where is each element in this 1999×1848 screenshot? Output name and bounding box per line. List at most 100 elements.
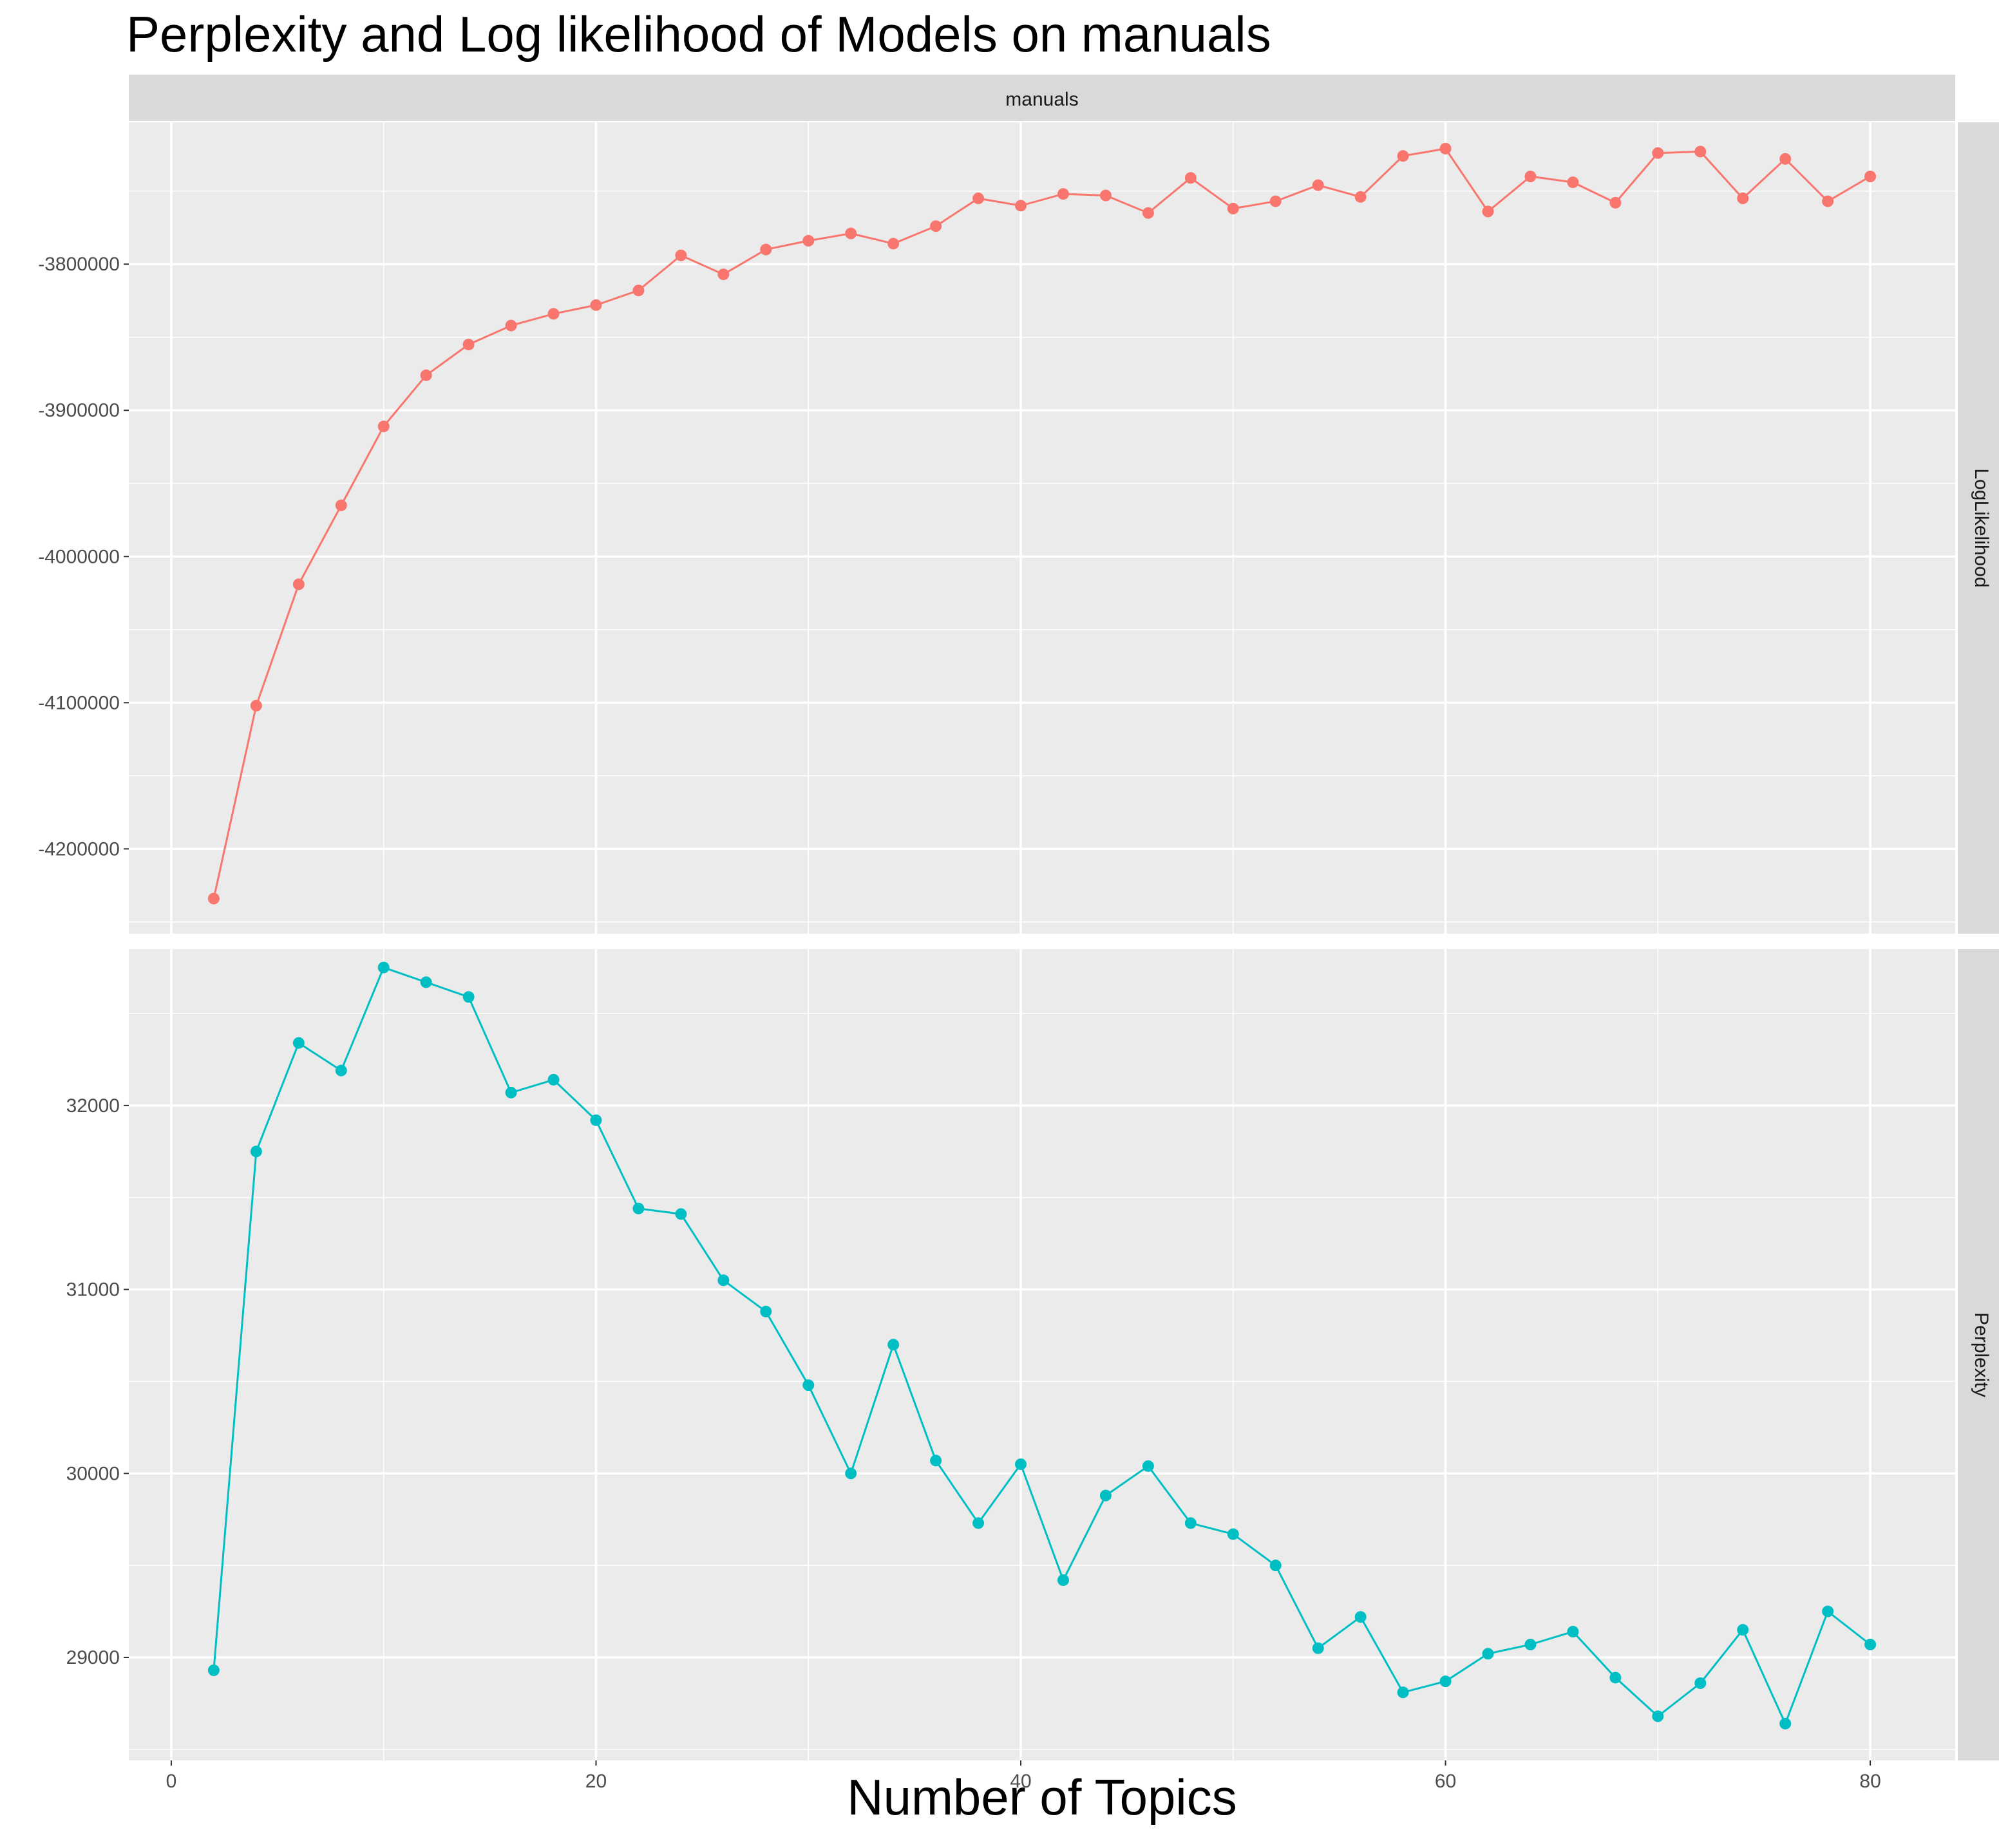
data-point xyxy=(377,961,390,974)
column-strip-label: manuals xyxy=(1005,89,1078,110)
row-strip-background xyxy=(1958,122,1999,934)
data-point xyxy=(845,227,857,240)
data-point xyxy=(1524,171,1537,182)
data-point xyxy=(250,699,262,712)
row-strip-label: Perplexity xyxy=(1971,1312,1992,1397)
data-point xyxy=(1609,1672,1622,1684)
data-point xyxy=(1652,147,1664,159)
data-point xyxy=(887,1339,900,1351)
panel-background xyxy=(129,949,1955,1760)
x-axis: 0 20 40 60 80 xyxy=(166,1760,1881,1792)
data-point xyxy=(1184,1517,1197,1529)
data-point xyxy=(887,238,900,250)
data-point xyxy=(1482,1648,1494,1660)
panel-loglikelihood: -4200000 -4100000 -4000000 -3900000 -3800000… xyxy=(38,122,1999,934)
data-point xyxy=(1227,1528,1239,1540)
y-tick-label: -4200000 xyxy=(38,838,120,860)
data-point xyxy=(1482,205,1494,218)
y-tick-label: 32000 xyxy=(66,1095,120,1117)
data-point xyxy=(1779,153,1792,165)
data-point xyxy=(1822,1605,1834,1617)
data-point xyxy=(420,976,432,988)
data-point xyxy=(1099,1489,1112,1502)
data-point xyxy=(462,339,475,351)
data-point xyxy=(1015,200,1027,212)
data-point xyxy=(632,285,645,297)
data-point xyxy=(802,1379,815,1391)
data-point xyxy=(930,1455,942,1467)
data-point xyxy=(1694,146,1707,158)
data-point xyxy=(1354,191,1367,203)
data-point xyxy=(335,1064,347,1077)
column-strip-background xyxy=(129,75,1955,121)
data-point xyxy=(930,220,942,232)
data-point xyxy=(1397,150,1409,162)
data-point xyxy=(292,578,305,590)
data-point xyxy=(717,1274,730,1287)
data-point xyxy=(1015,1458,1027,1470)
panel-perplexity: 29000 30000 31000 32000 Perplexity xyxy=(66,949,1999,1760)
data-point xyxy=(505,1086,517,1098)
data-point xyxy=(377,420,390,433)
x-tick-label: 20 xyxy=(585,1771,607,1792)
data-point xyxy=(972,193,985,205)
x-tick-label: 60 xyxy=(1435,1771,1456,1792)
data-point xyxy=(547,1073,560,1086)
data-point xyxy=(1312,179,1324,191)
data-point xyxy=(590,299,602,311)
data-point xyxy=(1057,1574,1069,1586)
data-point xyxy=(292,1037,305,1049)
x-tick-label: 80 xyxy=(1859,1771,1881,1792)
data-point xyxy=(1397,1686,1409,1699)
data-point xyxy=(1142,207,1154,219)
data-point xyxy=(717,269,730,281)
chart-title: Perplexity and Log likelihood of Models … xyxy=(126,6,1271,62)
data-point xyxy=(207,892,220,905)
data-point xyxy=(760,1305,772,1317)
data-point xyxy=(590,1114,602,1126)
data-point xyxy=(1737,193,1749,205)
data-point xyxy=(1567,1626,1579,1637)
data-point xyxy=(1439,142,1452,155)
data-point xyxy=(1227,202,1239,214)
data-point xyxy=(1567,176,1579,189)
data-point xyxy=(802,234,815,247)
data-point xyxy=(335,499,347,511)
y-tick-label: -3900000 xyxy=(38,400,120,421)
data-point xyxy=(250,1146,262,1158)
y-tick-label: -3800000 xyxy=(38,254,120,275)
data-point xyxy=(1439,1675,1452,1688)
x-tick-label: 0 xyxy=(166,1771,177,1792)
data-point xyxy=(1864,171,1877,182)
data-point xyxy=(1652,1710,1664,1722)
data-point xyxy=(1524,1639,1537,1650)
x-axis-label: Number of Topics xyxy=(847,1769,1237,1825)
y-tick-label: -4100000 xyxy=(38,692,120,713)
y-tick-label: 29000 xyxy=(66,1647,120,1668)
data-point xyxy=(1354,1611,1367,1623)
data-point xyxy=(462,991,475,1003)
data-point xyxy=(972,1517,985,1529)
y-tick-label: -4000000 xyxy=(38,546,120,567)
data-point xyxy=(760,243,772,256)
data-point xyxy=(675,249,687,261)
data-point xyxy=(1822,195,1834,207)
data-point xyxy=(632,1202,645,1214)
data-point xyxy=(1694,1677,1707,1689)
data-point xyxy=(1142,1460,1154,1472)
data-point xyxy=(1184,172,1197,184)
panel-background xyxy=(129,122,1955,934)
data-point xyxy=(1269,195,1282,207)
data-point xyxy=(845,1467,857,1480)
y-tick-label: 30000 xyxy=(66,1463,120,1484)
data-point xyxy=(1864,1639,1877,1650)
data-point xyxy=(547,308,560,320)
data-point xyxy=(207,1664,220,1676)
row-strip-label: LogLikelihood xyxy=(1971,468,1992,587)
row-strip-background xyxy=(1958,949,1999,1760)
column-strip: manuals xyxy=(129,75,1955,121)
x-tick-label: 40 xyxy=(1010,1771,1031,1792)
data-point xyxy=(1779,1717,1792,1730)
data-point xyxy=(1609,196,1622,209)
